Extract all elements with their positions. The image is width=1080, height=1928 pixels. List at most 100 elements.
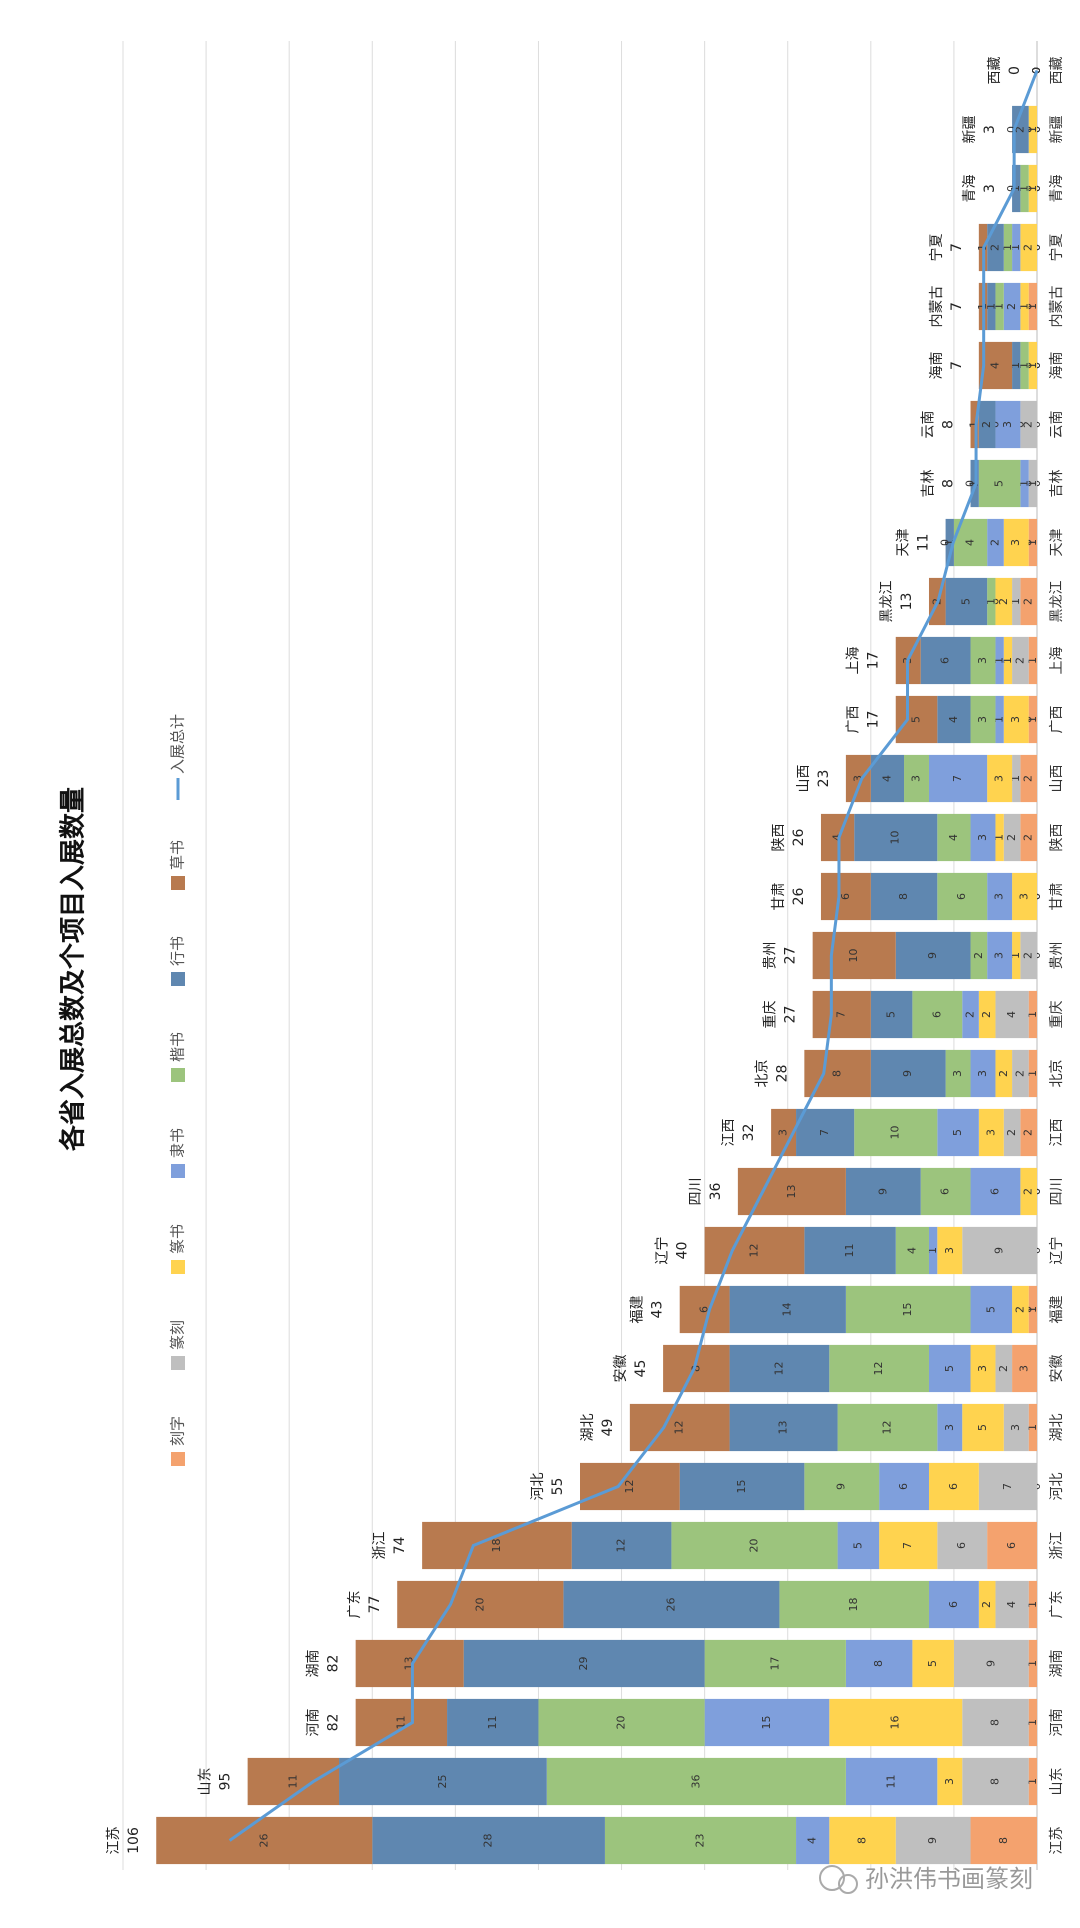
data-label: 5: [885, 1011, 898, 1018]
bar-segment: [1012, 105, 1029, 154]
line-value-label: 43: [650, 1301, 666, 1319]
data-label: 8: [856, 1837, 869, 1844]
bar-segment: [829, 1344, 929, 1393]
bar-segment: [995, 282, 1004, 331]
bar-segment: [962, 1757, 1029, 1806]
line-category-label: 辽宁: [654, 1237, 671, 1265]
data-label: 3: [943, 1778, 956, 1785]
bar-segment: [953, 518, 988, 567]
data-label: 8: [831, 1070, 844, 1077]
x-tick-label: 河北: [1049, 1473, 1065, 1501]
line-category-label: 黑龙江: [879, 581, 895, 623]
data-label: 12: [772, 1362, 785, 1376]
x-tick-label: 辽宁: [1048, 1237, 1065, 1265]
data-label: 0: [964, 480, 977, 487]
data-label: 1: [984, 598, 997, 605]
bar-segment: [1028, 1580, 1038, 1629]
bar-segment: [995, 1580, 1029, 1629]
bar-segment: [937, 1521, 988, 1570]
data-label: 2: [980, 1011, 993, 1018]
bar-segment: [820, 872, 871, 921]
line-value-label: 49: [600, 1419, 616, 1437]
bar-segment: [845, 1757, 938, 1806]
bar-segment: [1020, 400, 1038, 449]
x-tick-label: 江西: [1049, 1119, 1065, 1147]
x-tick-label: 福建: [1049, 1296, 1065, 1324]
data-label: 1: [943, 539, 956, 546]
line-category-label: 福建: [630, 1296, 646, 1324]
data-label: 1: [1018, 185, 1031, 192]
x-tick-label: 西藏: [1049, 57, 1065, 85]
line-category-label: 陕西: [771, 824, 787, 852]
x-tick-label: 云南: [1049, 411, 1065, 439]
line-value-label: 11: [916, 534, 932, 552]
bar-segment: [1012, 1285, 1029, 1334]
bar-segment: [247, 1757, 340, 1806]
data-label: 6: [988, 1188, 1001, 1195]
bar-segment: [1028, 1698, 1038, 1747]
data-label: 2: [1013, 1070, 1026, 1077]
data-label: 3: [943, 1424, 956, 1431]
data-label: 9: [835, 1483, 848, 1490]
data-label: 6: [947, 1601, 960, 1608]
legend-label: 楷书: [169, 1032, 187, 1062]
data-label: 1: [1026, 1011, 1039, 1018]
x-tick-label: 吉林: [1049, 470, 1065, 498]
data-label: 9: [876, 1188, 889, 1195]
bar-segment: [879, 1521, 938, 1570]
data-label: 1: [993, 657, 1006, 664]
data-label: 3: [984, 1129, 997, 1136]
bar-segment: [978, 400, 996, 449]
bar-segment: [1028, 105, 1038, 154]
data-label: 11: [486, 1716, 499, 1730]
bar-segment: [912, 1639, 954, 1688]
data-label: 1: [993, 303, 1006, 310]
bar-segment: [1012, 1049, 1029, 1098]
bar-segment: [978, 459, 1021, 508]
data-label: 9: [901, 1070, 914, 1077]
bar-segment: [995, 636, 1004, 685]
bar-segment: [962, 1226, 1038, 1275]
x-tick-label: 陕西: [1049, 824, 1065, 852]
data-label: 1: [1009, 185, 1022, 192]
data-label: 5: [976, 1424, 989, 1431]
data-label: 4: [947, 716, 960, 723]
bar-segment: [1020, 282, 1029, 331]
bar-segment: [1020, 223, 1038, 272]
bar-segment: [1012, 636, 1029, 685]
line-value-label: 36: [708, 1183, 724, 1201]
data-label: 3: [993, 893, 1006, 900]
bar-segment: [679, 1462, 805, 1511]
data-label: 2: [1013, 126, 1026, 133]
legend-label: 行书: [169, 936, 187, 966]
line-value-label: 106: [126, 1827, 142, 1854]
bar-segment: [1028, 636, 1038, 685]
bar-segment: [987, 282, 996, 331]
x-tick-label: 贵州: [1049, 942, 1065, 970]
bar-segment: [1003, 695, 1029, 744]
line-category-label: 山东: [198, 1768, 214, 1796]
bar-segment: [978, 341, 1013, 390]
data-label: 2: [997, 1070, 1010, 1077]
bar-segment: [945, 577, 988, 626]
bar-segment: [1028, 1757, 1038, 1806]
line-value-label: 23: [816, 770, 832, 788]
data-label: 10: [889, 831, 902, 845]
data-label: 1: [1026, 1660, 1039, 1667]
data-label: 11: [843, 1244, 856, 1258]
line-value-label: 77: [367, 1596, 383, 1614]
data-label: 3: [976, 657, 989, 664]
data-label: 6: [955, 893, 968, 900]
line-category-label: 甘肃: [771, 883, 787, 911]
data-label: 16: [889, 1716, 902, 1730]
bar-segment: [1020, 164, 1029, 213]
x-tick-label: 安徽: [1049, 1355, 1065, 1383]
data-label: 10: [889, 1126, 902, 1140]
bar-segment: [970, 1344, 996, 1393]
data-label: 12: [673, 1421, 686, 1435]
data-label: 3: [1001, 421, 1014, 428]
bar-segment: [970, 931, 988, 980]
data-label: 1: [926, 1247, 939, 1254]
line-category-label: 安徽: [613, 1355, 629, 1383]
